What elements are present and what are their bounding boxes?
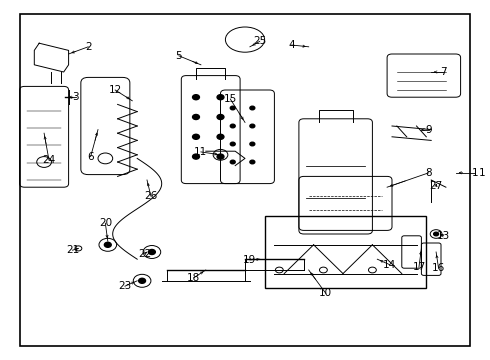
Text: 1: 1 [472, 168, 479, 178]
Circle shape [230, 124, 235, 128]
Text: 5: 5 [175, 51, 182, 61]
Text: 12: 12 [108, 85, 122, 95]
Text: 21: 21 [66, 245, 79, 255]
Text: 3: 3 [73, 92, 79, 102]
Text: 17: 17 [412, 262, 426, 272]
Text: 14: 14 [383, 260, 396, 270]
Circle shape [104, 242, 111, 247]
Circle shape [434, 232, 439, 236]
Text: 7: 7 [440, 67, 447, 77]
Circle shape [230, 142, 235, 146]
Circle shape [148, 249, 155, 255]
Text: 4: 4 [288, 40, 295, 50]
Text: 18: 18 [187, 273, 200, 283]
Text: 27: 27 [429, 181, 443, 191]
Text: 16: 16 [432, 263, 445, 273]
Text: 25: 25 [253, 36, 267, 46]
Text: 2: 2 [85, 42, 92, 52]
Text: 10: 10 [319, 288, 332, 298]
Circle shape [139, 278, 146, 283]
Circle shape [250, 124, 255, 128]
Text: 22: 22 [138, 249, 151, 259]
Circle shape [193, 95, 199, 100]
Text: 20: 20 [99, 218, 112, 228]
Text: 1: 1 [479, 168, 486, 178]
Circle shape [193, 134, 199, 139]
Text: 15: 15 [223, 94, 237, 104]
Circle shape [230, 106, 235, 110]
Text: 11: 11 [194, 147, 208, 157]
Text: 24: 24 [42, 155, 56, 165]
Circle shape [250, 142, 255, 146]
Circle shape [217, 134, 224, 139]
Text: 8: 8 [425, 168, 432, 178]
Text: 19: 19 [243, 255, 257, 265]
Circle shape [230, 160, 235, 164]
Text: 6: 6 [87, 152, 94, 162]
Circle shape [217, 95, 224, 100]
Bar [265, 216, 426, 288]
Circle shape [217, 154, 224, 159]
Text: 26: 26 [144, 191, 158, 201]
Circle shape [217, 114, 224, 120]
Text: 13: 13 [437, 231, 450, 241]
Circle shape [250, 106, 255, 110]
Circle shape [193, 114, 199, 120]
Text: 23: 23 [118, 281, 132, 291]
Circle shape [193, 154, 199, 159]
Circle shape [250, 160, 255, 164]
Text: 9: 9 [425, 125, 432, 135]
